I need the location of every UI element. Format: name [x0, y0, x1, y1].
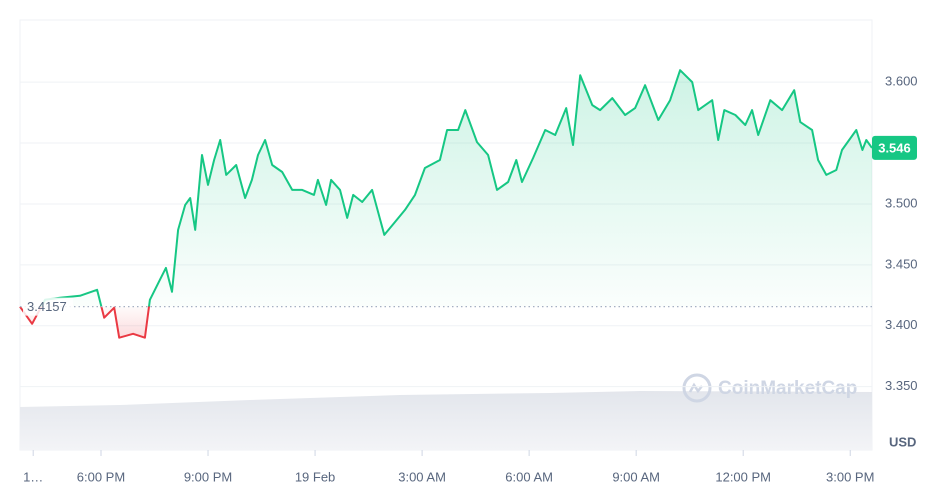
price-area — [20, 70, 872, 338]
y-axis-label: USD — [889, 434, 916, 449]
x-tick-label: 12:00 PM — [715, 469, 771, 484]
x-tick-label: 1… — [23, 469, 43, 484]
x-tick-label: 9:00 PM — [184, 469, 232, 484]
x-tick-label: 19 Feb — [295, 469, 335, 484]
x-tick-label: 6:00 AM — [505, 469, 553, 484]
watermark: CoinMarketCap — [682, 373, 857, 403]
y-tick-label: 3.450 — [885, 256, 918, 271]
y-tick-label: 3.350 — [885, 378, 918, 393]
volume-area — [20, 391, 872, 450]
x-tick-label: 3:00 AM — [398, 469, 446, 484]
x-tick-label: 6:00 PM — [77, 469, 125, 484]
baseline-label: 3.4157 — [27, 299, 67, 314]
y-tick-label: 3.600 — [885, 74, 918, 89]
price-line — [19, 69, 873, 339]
watermark-text: CoinMarketCap — [718, 378, 857, 399]
current-price-label: 3.546 — [878, 140, 911, 155]
y-tick-label: 3.400 — [885, 317, 918, 332]
baseline-label-bg — [23, 297, 73, 316]
current-price-badge — [872, 135, 917, 160]
x-tick-label: 9:00 AM — [612, 469, 660, 484]
x-tick-label: 3:00 PM — [826, 469, 874, 484]
y-tick-label: 3.500 — [885, 195, 918, 210]
